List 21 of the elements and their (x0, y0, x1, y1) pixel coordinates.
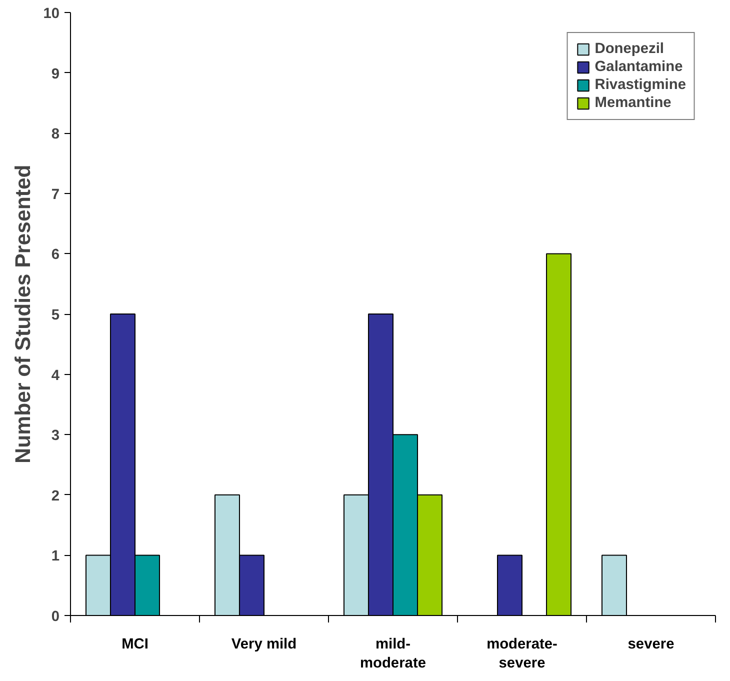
y-tick-label: 5 (51, 308, 60, 324)
x-tick-label: Very mild (231, 636, 297, 652)
y-tick-label: 1 (51, 548, 60, 565)
legend-label: Galantamine (594, 59, 683, 75)
y-tick-label: 6 (51, 247, 60, 264)
x-tick-label: moderate- severe (486, 636, 558, 672)
x-tick-label: MCI (122, 636, 148, 652)
y-tick-label: 0 (51, 609, 60, 625)
legend-label: Memantine (594, 95, 672, 111)
x-tick-label: severe (628, 636, 674, 652)
y-tick-label: 10 (43, 6, 60, 22)
y-tick-label: 2 (51, 488, 60, 504)
y-tick-label: 8 (51, 126, 60, 143)
y-tick-label: 9 (51, 66, 60, 82)
legend-label: Rivastigmine (594, 77, 686, 93)
x-tick-label: mild- moderate (360, 636, 426, 672)
y-axis-title: Number of Studies Presented (11, 164, 36, 464)
y-tick-label: 3 (51, 428, 60, 444)
legend-label: Donepezil (594, 41, 664, 57)
y-tick-label: 4 (51, 368, 60, 384)
y-tick-label: 7 (51, 186, 60, 203)
